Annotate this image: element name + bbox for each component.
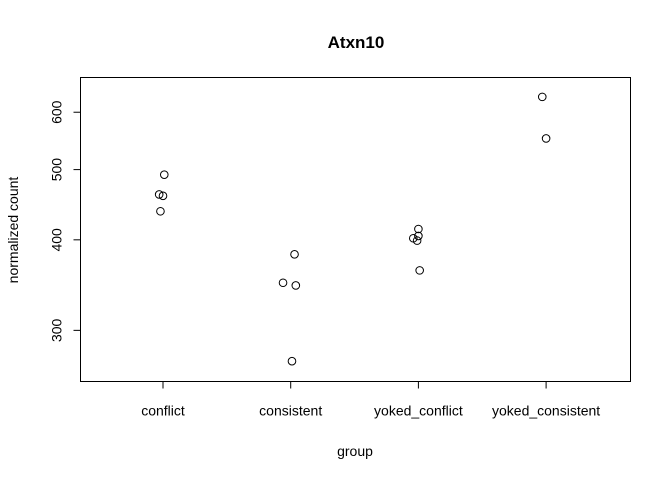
chart-title: Atxn10	[328, 33, 385, 52]
y-tick-label: 500	[49, 158, 65, 182]
y-axis-label: normalized count	[5, 177, 21, 284]
data-point	[291, 281, 301, 290]
data-point	[412, 236, 422, 245]
data-point	[414, 224, 423, 234]
data-point	[158, 191, 168, 201]
data-point	[156, 206, 165, 216]
y-tick-label: 400	[49, 228, 65, 252]
x-tick-label: yoked_consistent	[492, 403, 600, 419]
y-axis: 300 400 500 600	[49, 100, 81, 342]
x-axis-label: group	[337, 443, 373, 459]
data-point	[154, 190, 164, 199]
data-point	[537, 92, 547, 102]
data-points	[154, 92, 551, 366]
data-point	[159, 170, 169, 179]
y-tick-label: 300	[49, 318, 65, 342]
data-point	[290, 250, 299, 259]
data-point	[287, 356, 297, 366]
data-point	[414, 231, 423, 241]
x-axis: conflict consistent yoked_conflict yoked_co…	[141, 381, 600, 419]
data-point	[415, 266, 424, 275]
x-tick-label: consistent	[259, 403, 322, 419]
plot-frame	[80, 77, 631, 382]
data-point	[541, 134, 551, 143]
y-tick-label: 600	[49, 100, 65, 124]
x-tick-label: conflict	[141, 403, 185, 419]
x-tick-label: yoked_conflict	[374, 403, 463, 419]
data-point	[278, 278, 288, 288]
